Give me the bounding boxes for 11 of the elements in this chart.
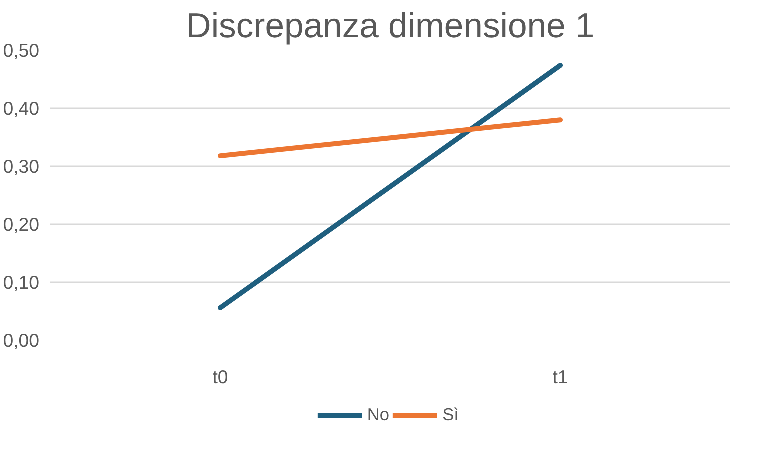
- x-tick-label: t1: [552, 366, 568, 388]
- x-tick-label: t0: [212, 366, 228, 388]
- y-tick-label: 0,50: [3, 40, 40, 61]
- chart-title: Discrepanza dimensione 1: [186, 8, 595, 46]
- y-tick-label: 0,00: [3, 330, 40, 351]
- y-tick-label: 0,40: [3, 98, 40, 119]
- y-tick-label: 0,10: [3, 272, 40, 293]
- legend-label: Sì: [442, 404, 460, 426]
- y-tick-label: 0,20: [3, 214, 40, 235]
- legend-label: No: [367, 404, 390, 426]
- y-tick-label: 0,30: [3, 156, 40, 177]
